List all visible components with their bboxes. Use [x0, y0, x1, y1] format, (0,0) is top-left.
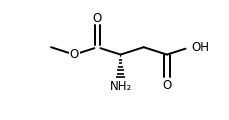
- Text: O: O: [69, 48, 79, 61]
- Text: O: O: [162, 79, 171, 92]
- Text: NH₂: NH₂: [109, 81, 131, 93]
- Text: OH: OH: [190, 41, 208, 54]
- Text: O: O: [92, 12, 101, 25]
